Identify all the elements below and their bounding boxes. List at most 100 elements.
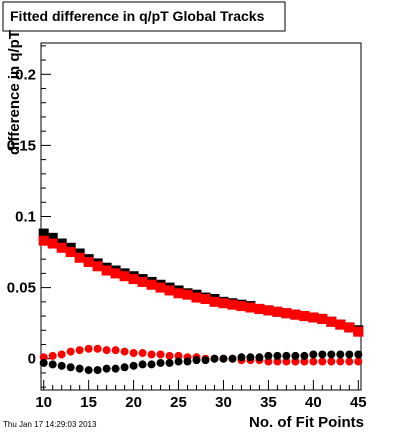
series-3-point (84, 366, 93, 375)
series-3-point (129, 361, 138, 370)
series-3-point (174, 357, 183, 366)
series-3-point (336, 350, 345, 359)
series-2-point (318, 357, 327, 366)
x-tick-label: 10 (35, 394, 52, 411)
series-2-point (300, 357, 309, 366)
title-box (2, 1, 286, 32)
series-1-point (65, 247, 76, 258)
series-3-point (318, 350, 327, 359)
series-1-point (281, 308, 292, 319)
series-3-point (138, 360, 147, 369)
series-1-point (110, 268, 121, 279)
series-3-point (282, 351, 291, 360)
series-1-point (353, 326, 364, 337)
series-3-point (48, 360, 57, 369)
series-2-point (75, 346, 84, 355)
series-3-point (111, 364, 120, 373)
axis-ticks (41, 45, 359, 390)
series-3-point (273, 351, 282, 360)
series-3-point (39, 358, 48, 367)
plot-frame (40, 42, 362, 391)
series-1-point (317, 313, 328, 324)
series-1-point (299, 311, 310, 322)
series-2-point (264, 357, 273, 366)
y-tick-label: 0.15 (7, 137, 36, 154)
series-1-point (245, 302, 256, 313)
series-1-point (182, 289, 193, 300)
series-3-point (66, 363, 75, 372)
series-3-point (156, 358, 165, 367)
chart-title: Fitted difference in q/pT Global Tracks (10, 8, 265, 24)
series-0-point (47, 232, 58, 243)
series-3-point (93, 366, 102, 375)
series-3-point (327, 350, 336, 359)
x-tick-label: 35 (260, 394, 277, 411)
series-1-point (47, 238, 58, 249)
series-3-point (237, 353, 246, 362)
series-1-point (164, 285, 175, 296)
series-1-point (344, 322, 355, 333)
x-tick-label: 30 (215, 394, 232, 411)
series-1-point (236, 301, 247, 312)
y-tick-label: 0.1 (15, 209, 36, 226)
series-2-point (120, 347, 129, 356)
series-3-point (201, 356, 210, 365)
series-3-point (192, 356, 201, 365)
series-2-point (165, 351, 174, 360)
series-2-point (336, 357, 345, 366)
series-3-point (291, 351, 300, 360)
series-3-point (255, 353, 264, 362)
series-3-point (57, 361, 66, 370)
x-axis-title: No. of Fit Points (249, 414, 364, 431)
series-3-point (120, 363, 129, 372)
series-1-point (308, 312, 319, 323)
series-3-point (309, 350, 318, 359)
x-tick-label: 20 (125, 394, 142, 411)
series-2-point (39, 353, 48, 362)
series-2-point (129, 349, 138, 358)
x-tick-label: 15 (80, 394, 97, 411)
series-1-point (155, 282, 166, 293)
series-2-point (93, 344, 102, 353)
series-2-point (354, 357, 363, 366)
series-1-point (173, 288, 184, 299)
series-3-point (165, 358, 174, 367)
series-1-point (218, 298, 229, 309)
series-3-point (147, 360, 156, 369)
series-2-point (111, 346, 120, 355)
series-2-point (273, 357, 282, 366)
y-tick-label: 0.05 (7, 280, 36, 297)
series-0-point (38, 228, 49, 239)
series-2-point (282, 357, 291, 366)
series-1-point (101, 265, 112, 276)
x-tick-label: 40 (305, 394, 322, 411)
series-1-point (272, 306, 283, 317)
series-1-point (254, 303, 265, 314)
series-1-point (74, 252, 85, 263)
series-2-point (102, 346, 111, 355)
series-3-point (354, 350, 363, 359)
y-axis-title: difference in q/pT (6, 30, 23, 155)
series-1-point (200, 293, 211, 304)
series-1-point (56, 242, 67, 253)
series-3-point (264, 351, 273, 360)
x-tick-label: 45 (350, 394, 367, 411)
series-3-point (228, 354, 237, 363)
series-2-point (57, 350, 66, 359)
series-1-point (191, 292, 202, 303)
series-1-point (335, 319, 346, 330)
series-1-point (209, 296, 220, 307)
series-3-point (102, 364, 111, 373)
series-1-point (146, 279, 157, 290)
series-2-point (66, 347, 75, 356)
series-3-point (210, 354, 219, 363)
timestamp: Thu Jan 17 14:29:03 2013 (3, 420, 97, 429)
series-2-point (156, 350, 165, 359)
series-2-point (138, 349, 147, 358)
y-tick-label: 0 (28, 351, 36, 368)
series-1-point (326, 316, 337, 327)
series-3-point (300, 351, 309, 360)
series-2-point (327, 357, 336, 366)
